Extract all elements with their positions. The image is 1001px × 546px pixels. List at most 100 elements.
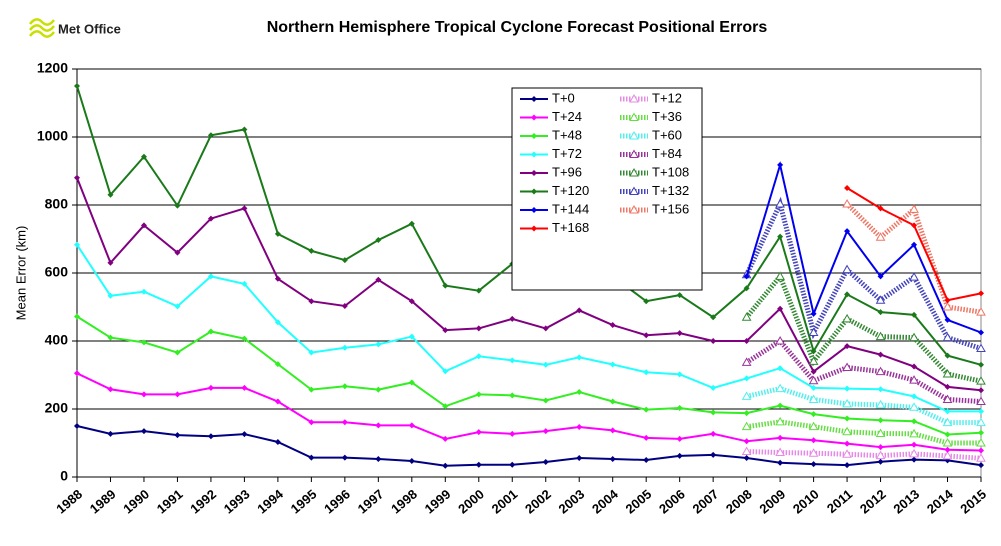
- marker: [743, 454, 750, 461]
- marker: [542, 428, 549, 435]
- marker: [810, 411, 817, 418]
- marker: [274, 361, 281, 368]
- marker: [676, 404, 683, 411]
- marker: [643, 434, 650, 441]
- marker: [341, 454, 348, 461]
- legend-label: T+132: [652, 183, 689, 198]
- marker: [274, 438, 281, 445]
- marker: [942, 368, 953, 378]
- marker: [629, 204, 639, 214]
- marker: [877, 351, 884, 358]
- marker: [909, 272, 919, 281]
- marker: [107, 386, 114, 393]
- legend-box: [511, 87, 703, 291]
- marker: [408, 458, 415, 465]
- marker: [710, 338, 717, 344]
- y-tick-label: 800: [45, 196, 69, 212]
- marker: [777, 233, 784, 240]
- marker: [976, 376, 986, 385]
- marker: [308, 298, 315, 305]
- marker: [710, 430, 717, 437]
- marker: [643, 406, 650, 413]
- marker: [475, 287, 482, 294]
- marker: [877, 273, 884, 280]
- marker: [174, 349, 181, 356]
- series-line: [745, 337, 982, 405]
- marker: [308, 247, 315, 254]
- logo-text: Met Office: [58, 21, 121, 36]
- marker: [877, 417, 884, 424]
- marker: [875, 232, 886, 241]
- marker: [542, 459, 549, 466]
- marker: [911, 241, 918, 248]
- marker: [629, 149, 639, 158]
- marker: [408, 220, 415, 227]
- marker: [978, 408, 984, 415]
- marker: [842, 362, 852, 372]
- marker: [207, 384, 214, 391]
- marker: [629, 93, 639, 103]
- marker: [531, 225, 537, 232]
- marker: [775, 447, 785, 457]
- marker: [576, 354, 583, 361]
- marker: [976, 437, 986, 447]
- marker: [944, 431, 951, 438]
- marker: [207, 132, 214, 139]
- marker: [542, 325, 549, 332]
- marker: [241, 205, 248, 212]
- marker: [741, 446, 752, 455]
- marker: [531, 96, 537, 102]
- legend: T+0 T+12 T+24 T+36 T+48 T+60 T+72 T+84 T+96 T+108…: [511, 87, 703, 291]
- marker: [74, 241, 80, 248]
- marker: [341, 344, 348, 351]
- marker: [174, 432, 181, 439]
- marker: [877, 386, 884, 393]
- marker: [877, 458, 884, 465]
- marker: [842, 426, 852, 436]
- marker: [844, 440, 851, 447]
- legend-label: T+72: [552, 146, 582, 161]
- marker: [942, 417, 953, 427]
- marker: [978, 429, 984, 436]
- marker: [609, 361, 616, 368]
- marker: [942, 437, 953, 447]
- marker: [341, 419, 348, 426]
- marker: [74, 313, 80, 320]
- series-line: [744, 196, 982, 351]
- marker: [576, 454, 583, 461]
- series-line: [76, 244, 981, 413]
- legend-label: T+156: [652, 201, 689, 216]
- marker: [207, 433, 214, 440]
- marker: [743, 285, 750, 292]
- marker: [308, 386, 315, 393]
- series-line: [745, 160, 982, 334]
- marker: [743, 410, 750, 417]
- marker: [710, 314, 717, 321]
- marker: [241, 280, 248, 287]
- marker: [942, 332, 953, 342]
- series-line: [746, 419, 981, 446]
- marker: [74, 370, 80, 377]
- marker: [542, 361, 549, 368]
- marker: [375, 237, 382, 244]
- marker: [844, 343, 851, 350]
- marker: [775, 383, 785, 393]
- marker: [174, 303, 181, 310]
- marker: [810, 310, 817, 317]
- marker: [274, 230, 281, 237]
- marker: [576, 389, 583, 395]
- legend-label: T+12: [652, 90, 682, 105]
- marker: [909, 204, 919, 213]
- marker: [911, 363, 918, 370]
- marker: [74, 174, 80, 181]
- marker: [775, 198, 785, 208]
- marker: [475, 325, 482, 332]
- legend-label: T+96: [552, 164, 582, 179]
- marker: [643, 332, 650, 339]
- marker: [842, 313, 852, 323]
- marker: [808, 375, 819, 385]
- marker: [911, 456, 918, 463]
- marker: [629, 112, 639, 121]
- marker: [140, 153, 147, 160]
- marker: [741, 391, 752, 400]
